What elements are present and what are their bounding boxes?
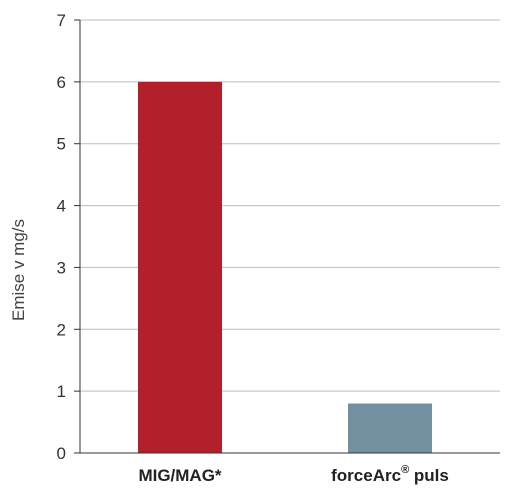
y-tick-label-2: 2 — [57, 320, 66, 339]
bar-0 — [138, 81, 222, 453]
y-axis-label: Emise v mg/s — [9, 219, 28, 321]
y-tick-label-3: 3 — [57, 258, 66, 277]
y-tick-label-5: 5 — [57, 135, 66, 154]
y-tick-label-7: 7 — [57, 11, 66, 30]
x-category-label-1: forceArc® puls — [331, 464, 449, 485]
bars — [138, 81, 432, 453]
y-tick-label-0: 0 — [57, 444, 66, 463]
x-category-label-0: MIG/MAG* — [138, 466, 221, 485]
y-tick-label-4: 4 — [57, 197, 66, 216]
y-tick-labels: 0 1 2 3 4 5 6 7 — [57, 11, 80, 463]
y-tick-label-1: 1 — [57, 382, 66, 401]
x-category-labels: MIG/MAG* forceArc® puls — [138, 464, 448, 485]
axes — [79, 20, 500, 454]
bar-1 — [348, 403, 432, 453]
y-tick-label-6: 6 — [57, 73, 66, 92]
